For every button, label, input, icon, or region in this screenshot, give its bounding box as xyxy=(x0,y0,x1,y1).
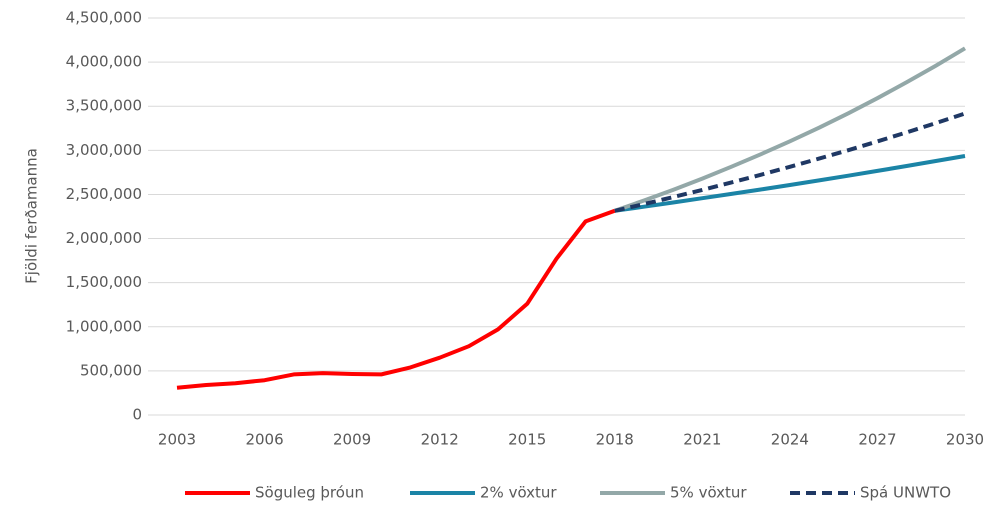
series-line xyxy=(614,46,967,213)
x-tick-label: 2018 xyxy=(596,431,634,449)
series-line xyxy=(614,111,966,213)
x-tick-label: 2012 xyxy=(421,431,459,449)
y-tick-label: 0 xyxy=(132,406,142,424)
x-tick-label: 2006 xyxy=(245,431,283,449)
y-axis-label: Fjöldi ferðamanna xyxy=(23,148,41,284)
y-tick-label: 4,500,000 xyxy=(66,9,142,27)
y-tick-label: 2,500,000 xyxy=(66,185,142,203)
legend-label: 5% vöxtur xyxy=(670,484,747,502)
series-line xyxy=(176,208,616,390)
legend-label: Söguleg þróun xyxy=(255,484,364,502)
legend-label: Spá UNWTO xyxy=(860,484,951,502)
x-tick-label: 2009 xyxy=(333,431,371,449)
y-tick-label: 1,500,000 xyxy=(66,273,142,291)
legend-label: 2% vöxtur xyxy=(480,484,557,502)
x-tick-label: 2021 xyxy=(683,431,721,449)
x-tick-label: 2027 xyxy=(858,431,896,449)
x-tick-label: 2003 xyxy=(158,431,196,449)
y-tick-label: 2,000,000 xyxy=(66,229,142,247)
x-tick-label: 2030 xyxy=(946,431,984,449)
y-tick-label: 4,000,000 xyxy=(66,53,142,71)
y-tick-label: 3,000,000 xyxy=(66,141,142,159)
y-tick-label: 500,000 xyxy=(80,361,142,379)
x-tick-label: 2015 xyxy=(508,431,546,449)
y-tick-label: 1,000,000 xyxy=(66,317,142,335)
x-tick-label: 2024 xyxy=(771,431,809,449)
series-line xyxy=(614,154,966,213)
y-tick-label: 3,500,000 xyxy=(66,97,142,115)
